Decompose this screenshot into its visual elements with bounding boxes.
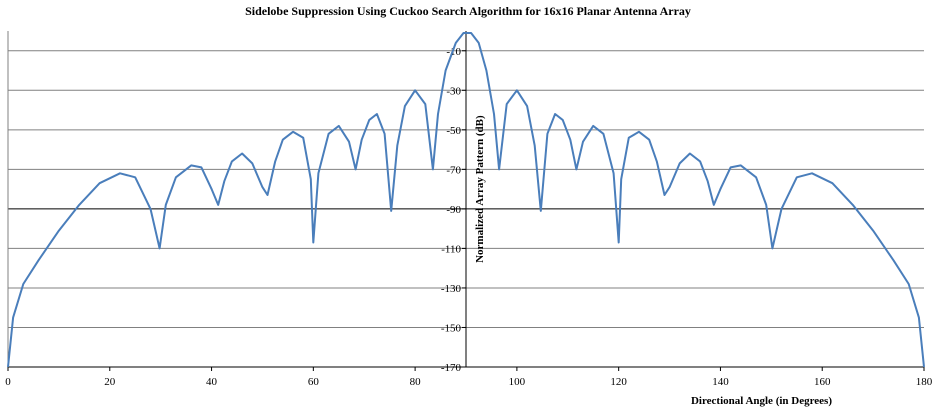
x-tick-label: 140 xyxy=(712,376,729,388)
y-tick-labels: -10 -30 -50 -70 -90 -110 -130 -150 -170 xyxy=(441,46,462,374)
chart-title: Sidelobe Suppression Using Cuckoo Search… xyxy=(245,4,691,18)
x-tick-label: 0 xyxy=(5,376,11,388)
x-tick-label: 180 xyxy=(916,376,933,388)
x-tick-label: 160 xyxy=(814,376,831,388)
y-tick-label: -50 xyxy=(446,125,461,137)
y-axis-label: Normalized Array Pattern (dB) xyxy=(474,115,486,263)
x-tick-labels: 0 20 40 60 80 100 120 140 160 180 xyxy=(5,376,933,388)
y-tick-label: -10 xyxy=(446,46,461,58)
y-tick-label: -90 xyxy=(446,204,461,216)
x-tick-label: 100 xyxy=(509,376,526,388)
x-tick-label: 20 xyxy=(104,376,116,388)
y-tick-label: -110 xyxy=(441,243,461,255)
y-tick-label: -30 xyxy=(446,85,461,97)
x-tick-label: 40 xyxy=(206,376,218,388)
x-tick-label: 80 xyxy=(410,376,422,388)
y-tick-label: -150 xyxy=(441,322,462,334)
series-line xyxy=(7,32,925,368)
y-tick-label: -70 xyxy=(446,164,461,176)
x-tick-label: 60 xyxy=(308,376,320,388)
x-axis-label: Directional Angle (in Degrees) xyxy=(691,395,832,407)
y-tick-label: -130 xyxy=(441,283,462,295)
y-tick-label: -170 xyxy=(441,362,462,374)
x-tick-label: 120 xyxy=(610,376,627,388)
